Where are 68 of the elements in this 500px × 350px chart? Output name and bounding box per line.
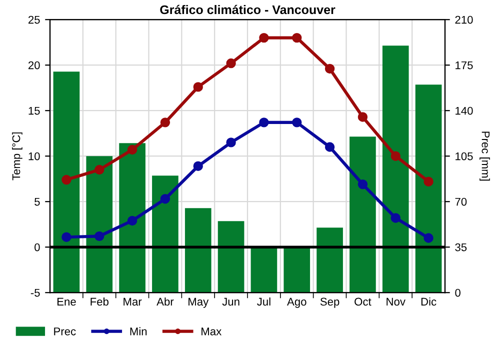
bar xyxy=(284,247,310,293)
x-tick-label: Ene xyxy=(57,298,76,306)
x-tick-label: Ago xyxy=(287,298,306,308)
point xyxy=(127,216,138,226)
bar xyxy=(218,221,244,293)
legend-label: Min xyxy=(130,327,147,336)
y-tick-label: 25 xyxy=(28,16,40,24)
y-tick-label: 10 xyxy=(28,152,40,160)
point xyxy=(160,194,170,204)
bar xyxy=(382,46,409,293)
bar xyxy=(316,228,343,293)
point xyxy=(292,118,302,128)
x-tick-label: Dic xyxy=(421,297,436,306)
point xyxy=(226,58,236,68)
x-tick-label: Jul xyxy=(257,297,270,306)
y2-tick-label: 70 xyxy=(455,198,467,206)
point xyxy=(127,144,138,155)
point xyxy=(193,161,203,171)
point xyxy=(324,142,335,152)
x-tick-label: Nov xyxy=(386,298,406,306)
x-tick-label: Oct xyxy=(354,298,372,306)
x-tick-label: Mar xyxy=(124,298,142,306)
point xyxy=(226,138,236,148)
bar xyxy=(250,247,278,293)
y2-tick-label: 210 xyxy=(455,16,473,24)
y2-tick-label: 35 xyxy=(455,243,467,252)
x-tick-label: Jun xyxy=(222,298,240,306)
y-tick-label: -5 xyxy=(30,288,40,297)
point xyxy=(94,164,104,175)
bar xyxy=(152,176,178,293)
point xyxy=(62,232,72,242)
bar xyxy=(184,208,212,293)
point xyxy=(390,151,400,161)
y-tick-label: 5 xyxy=(34,198,40,206)
point xyxy=(292,32,302,43)
chart-title: Gráfico climático - Vancouver xyxy=(160,4,336,14)
bar xyxy=(350,136,376,293)
legend-label: Max xyxy=(202,328,222,336)
y2-tick-label: 105 xyxy=(456,152,473,160)
legend-label: Prec xyxy=(54,328,76,336)
point xyxy=(94,231,104,242)
bar xyxy=(86,156,113,293)
y2-axis-title: Prec [mm] xyxy=(480,132,490,181)
point xyxy=(259,118,269,128)
bar xyxy=(53,72,80,293)
point xyxy=(193,82,203,92)
point xyxy=(424,233,434,243)
y-axis-title: Temp [°C] xyxy=(12,132,22,180)
point xyxy=(160,118,170,128)
point xyxy=(259,32,269,43)
y2-tick-label: 175 xyxy=(456,61,473,70)
x-tick-label: Feb xyxy=(90,297,108,306)
bar xyxy=(119,143,146,293)
y2-tick-label: 140 xyxy=(456,106,473,115)
y-tick-label: 0 xyxy=(34,243,40,252)
point xyxy=(424,176,434,186)
point xyxy=(324,64,335,74)
y-tick-label: 20 xyxy=(28,61,40,70)
x-tick-label: Abr xyxy=(156,297,174,306)
point xyxy=(358,179,368,190)
bar xyxy=(415,84,442,293)
point xyxy=(390,213,400,223)
point xyxy=(358,112,368,122)
x-tick-label: Sep xyxy=(320,298,340,308)
y-tick-label: 15 xyxy=(28,106,40,115)
x-tick-label: May xyxy=(188,298,209,308)
point xyxy=(62,174,72,185)
y2-tick-label: 0 xyxy=(455,288,460,297)
